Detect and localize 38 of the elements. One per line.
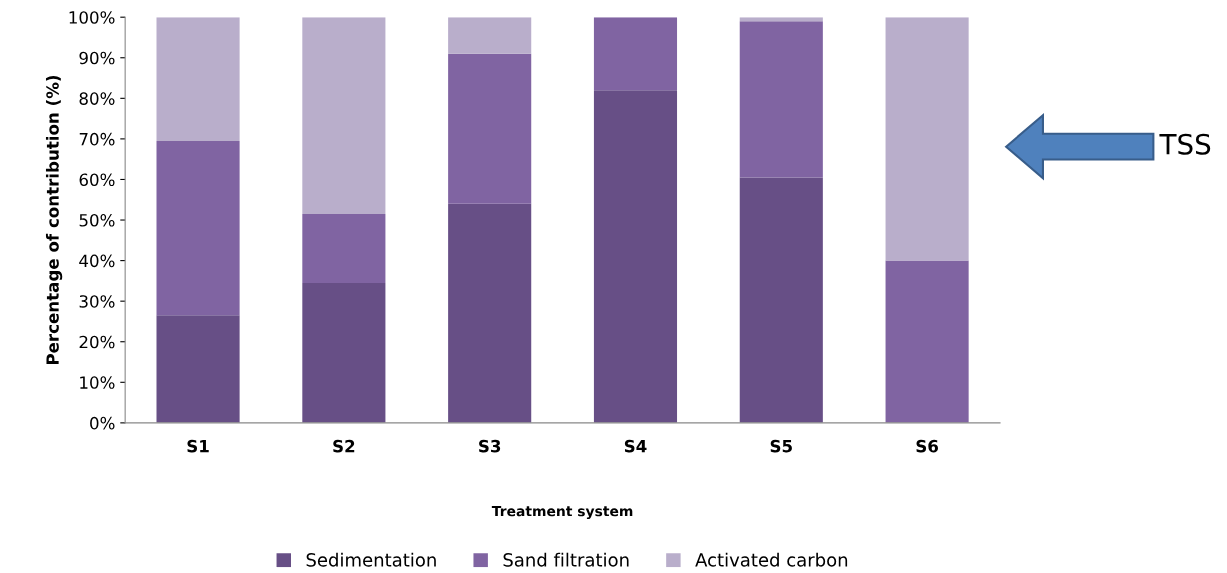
bar <box>302 213 386 283</box>
x-tick-label: S4 <box>624 439 647 453</box>
bar <box>885 260 969 423</box>
x-tick-label: S2 <box>333 439 355 453</box>
x-tick-label: S1 <box>187 439 209 453</box>
legend-label: Sand filtration <box>503 552 629 567</box>
y-tick-label: 60% <box>79 173 115 187</box>
bar <box>593 90 678 423</box>
y-tick-label: 90% <box>79 51 115 65</box>
y-tick-label: 0% <box>90 416 115 430</box>
bar <box>156 315 240 423</box>
y-tick-label: 50% <box>79 213 115 227</box>
bar <box>739 177 823 423</box>
y-tick-label: 70% <box>79 132 115 146</box>
legend-label: Sedimentation <box>306 552 436 567</box>
bar <box>156 140 240 316</box>
bar <box>448 203 532 423</box>
y-tick-label: 30% <box>79 295 115 308</box>
bar <box>302 17 386 214</box>
legend-label: Activated carbon <box>695 552 848 567</box>
bar <box>885 17 969 261</box>
bar <box>593 17 678 91</box>
y-tick-label: 80% <box>79 92 115 105</box>
y-axis-title: Percentage of contribution (%) <box>45 75 63 365</box>
text: TSS <box>1159 133 1211 155</box>
x-axis-title: Treatment system <box>491 505 633 520</box>
y-tick-label: 10% <box>80 376 115 389</box>
bar <box>448 53 532 204</box>
x-tick-label: S5 <box>770 439 792 453</box>
x-tick-label: S3 <box>479 439 501 453</box>
y-tick-label: 40% <box>79 254 115 268</box>
bar <box>448 17 532 54</box>
y-tick-label: 100% <box>69 11 115 24</box>
bar <box>156 17 240 141</box>
bar <box>302 282 386 423</box>
y-tick-label: 20% <box>79 335 115 349</box>
bar <box>739 21 823 178</box>
x-tick-label: S6 <box>916 439 939 453</box>
